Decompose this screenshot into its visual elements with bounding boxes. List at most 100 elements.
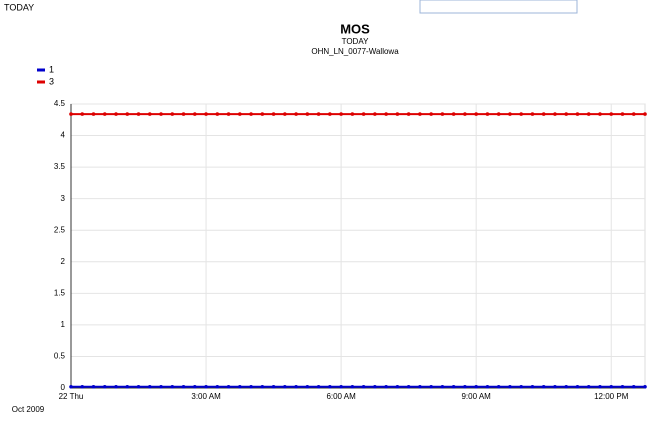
point-marker	[91, 112, 96, 116]
point-marker	[519, 112, 523, 116]
point-marker	[361, 112, 366, 116]
point-marker	[384, 112, 388, 116]
point-marker	[474, 384, 478, 389]
x-sublabel: Oct 2009	[12, 405, 45, 414]
point-marker	[316, 112, 321, 116]
x-tick-label: 6:00 AM	[326, 392, 356, 401]
legend-label: 3	[49, 76, 54, 86]
point-marker	[440, 112, 445, 116]
point-marker	[328, 112, 332, 116]
point-marker	[609, 112, 614, 116]
point-marker	[170, 384, 175, 389]
header-label: TODAY	[4, 2, 34, 12]
point-marker	[631, 112, 636, 116]
point-marker	[496, 112, 501, 116]
chart-subtitle: OHN_LN_0077-Wallowa	[311, 47, 399, 56]
point-marker	[609, 384, 614, 389]
x-tick-label: 12:00 PM	[594, 392, 629, 401]
point-marker	[316, 384, 321, 389]
point-marker	[339, 112, 343, 116]
point-marker	[226, 384, 231, 389]
point-marker	[125, 112, 130, 116]
point-marker	[451, 112, 456, 116]
point-marker	[485, 384, 490, 389]
point-marker	[215, 384, 220, 389]
y-tick-label: 1.5	[54, 288, 66, 297]
point-marker	[586, 384, 591, 389]
point-marker	[80, 384, 85, 389]
point-marker	[283, 384, 287, 389]
point-marker	[395, 112, 400, 116]
point-marker	[294, 384, 298, 389]
point-marker	[159, 112, 163, 116]
chart-subtitle: TODAY	[342, 37, 369, 46]
point-marker	[564, 384, 569, 389]
point-marker	[114, 384, 118, 389]
point-marker	[541, 112, 546, 116]
point-marker	[114, 112, 118, 116]
y-tick-label: 3	[61, 194, 66, 203]
point-marker	[598, 112, 602, 116]
y-tick-label: 0	[61, 383, 66, 392]
point-marker	[147, 384, 152, 389]
point-marker	[463, 384, 467, 389]
plot-area	[70, 103, 646, 389]
point-marker	[271, 112, 276, 116]
point-marker	[519, 384, 523, 389]
point-marker	[215, 112, 220, 116]
point-marker	[193, 112, 197, 116]
x-tick-label: 9:00 AM	[461, 392, 491, 401]
point-marker	[193, 384, 197, 389]
point-marker	[170, 112, 175, 116]
point-marker	[339, 384, 343, 389]
point-marker	[395, 384, 400, 389]
y-tick-label: 2	[61, 257, 66, 266]
point-marker	[418, 384, 422, 389]
point-marker	[102, 384, 107, 389]
point-marker	[643, 112, 647, 116]
point-marker	[575, 112, 580, 116]
point-marker	[508, 112, 512, 116]
point-marker	[260, 112, 265, 116]
point-marker	[181, 384, 186, 389]
point-marker	[271, 384, 276, 389]
point-marker	[564, 112, 569, 116]
chart-title: MOS	[340, 21, 370, 36]
point-marker	[204, 384, 208, 389]
point-marker	[125, 384, 130, 389]
point-marker	[440, 384, 445, 389]
y-tick-label: 0.5	[54, 352, 66, 361]
point-marker	[260, 384, 265, 389]
point-marker	[508, 384, 512, 389]
point-marker	[249, 384, 253, 389]
y-tick-label: 4.5	[54, 99, 66, 108]
point-marker	[373, 384, 377, 389]
point-marker	[643, 384, 647, 389]
point-marker	[418, 112, 422, 116]
point-marker	[451, 384, 456, 389]
point-marker	[429, 112, 433, 116]
point-marker	[238, 384, 242, 389]
point-marker	[631, 384, 636, 389]
point-marker	[350, 384, 355, 389]
x-tick-label: 3:00 AM	[191, 392, 221, 401]
point-marker	[474, 112, 478, 116]
input-box[interactable]	[419, 0, 578, 14]
point-marker	[384, 384, 388, 389]
y-tick-label: 4	[61, 131, 66, 140]
point-marker	[136, 384, 141, 389]
point-marker	[69, 384, 73, 389]
point-marker	[238, 112, 242, 116]
point-marker	[305, 384, 310, 389]
x-tick-label: 22 Thu	[59, 392, 84, 401]
point-marker	[429, 384, 433, 389]
point-marker	[136, 112, 141, 116]
y-tick-label: 1	[61, 320, 66, 329]
point-marker	[283, 112, 287, 116]
point-marker	[586, 112, 591, 116]
point-marker	[159, 384, 163, 389]
point-marker	[496, 384, 501, 389]
point-marker	[463, 112, 467, 116]
point-marker	[620, 112, 625, 116]
